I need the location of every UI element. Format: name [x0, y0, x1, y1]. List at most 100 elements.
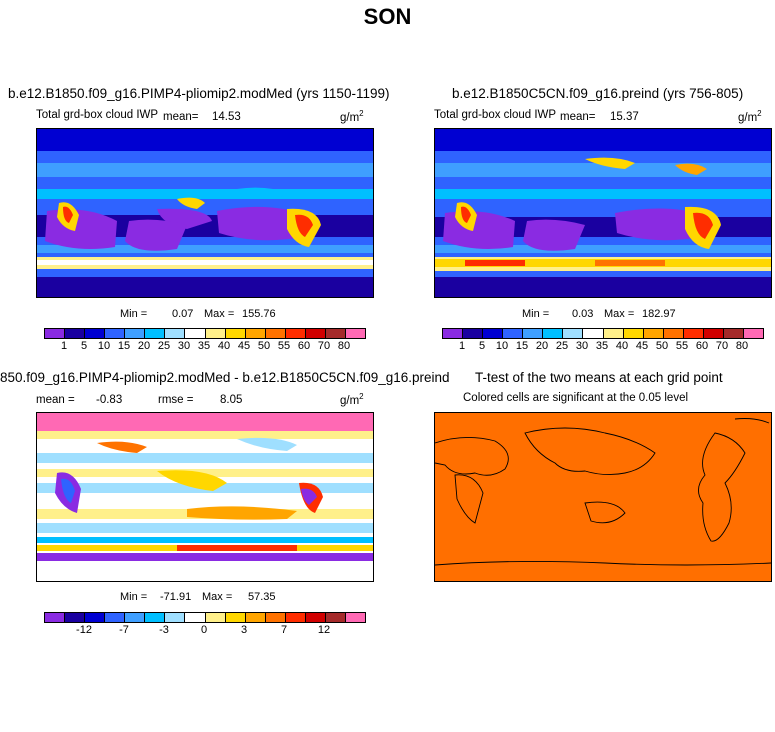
colorbar-tick-label: -7 [119, 624, 129, 636]
colorbar-swatch [623, 329, 644, 338]
panel2-colorbar [442, 328, 764, 339]
panel2-max-label: Max = [604, 308, 635, 320]
panel1-max-value: 155.76 [242, 308, 276, 320]
panel3-title: 850.f09_g16.PIMP4-pliomip2.modMed - b.e1… [0, 370, 460, 385]
colorbar-tick-label: 40 [217, 340, 231, 352]
colorbar-tick-label: 60 [297, 340, 311, 352]
panel3-colorbar [44, 612, 366, 623]
colorbar-tick-label: -3 [159, 624, 169, 636]
colorbar-tick-label: 15 [117, 340, 131, 352]
colorbar-tick-label: 30 [177, 340, 191, 352]
colorbar-swatch [185, 329, 206, 338]
panel4-map [434, 412, 772, 582]
colorbar-swatch [345, 613, 365, 622]
panel3-field-svg [37, 413, 373, 581]
colorbar-swatch [563, 329, 584, 338]
panel1-map [36, 128, 374, 298]
colorbar-tick-label: 25 [157, 340, 171, 352]
colorbar-swatch [583, 329, 604, 338]
colorbar-tick-label: 35 [595, 340, 609, 352]
panel4-subtitle: Colored cells are significant at the 0.0… [463, 392, 689, 404]
panel3-mean-value: -0.83 [96, 394, 123, 406]
colorbar-tick-label: 15 [515, 340, 529, 352]
panel1-units: g/m2 [340, 109, 364, 124]
panel2-mean-label: mean= [560, 111, 596, 123]
panel2-variable: Total grd-box cloud IWP [434, 109, 557, 121]
colorbar-swatch [45, 613, 66, 622]
colorbar-swatch [663, 329, 684, 338]
panel1-field-svg [37, 129, 373, 297]
colorbar-swatch [305, 613, 326, 622]
colorbar-tick-label: 80 [735, 340, 749, 352]
colorbar-swatch [265, 329, 286, 338]
panel1-colorbar [44, 328, 366, 339]
panel2-max-value: 182.97 [642, 308, 676, 320]
panel2-colorbar-ticks: 1 5 10 15 20 25 30 35 40 45 50 55 60 70 80 [442, 340, 762, 354]
colorbar-tick-label: 55 [277, 340, 291, 352]
colorbar-tick-label: 0 [200, 624, 208, 636]
colorbar-tick-label: 1 [60, 340, 68, 352]
colorbar-tick-label: 50 [655, 340, 669, 352]
colorbar-tick-label: 70 [317, 340, 331, 352]
colorbar-tick-label: 35 [197, 340, 211, 352]
panel4-ttest-svg [435, 413, 771, 581]
panel2-units-base: g/m [738, 111, 758, 124]
panel1-mean-value: 14.53 [212, 111, 241, 123]
colorbar-swatch [743, 329, 763, 338]
panel3-units: g/m2 [340, 392, 364, 407]
panel1-colorbar-ticks: 1 5 10 15 20 25 30 35 40 45 50 55 60 70 80 [44, 340, 364, 354]
colorbar-swatch [245, 613, 266, 622]
panel3-min-label: Min = [120, 591, 148, 603]
colorbar-swatch [65, 329, 86, 338]
colorbar-swatch [325, 329, 346, 338]
panel3-max-label: Max = [202, 591, 233, 603]
colorbar-tick-label: 1 [458, 340, 466, 352]
panel1-min-label: Min = [120, 308, 148, 320]
colorbar-swatch [265, 613, 286, 622]
colorbar-swatch [205, 329, 226, 338]
colorbar-tick-label: 30 [575, 340, 589, 352]
colorbar-tick-label: 55 [675, 340, 689, 352]
colorbar-swatch [65, 613, 86, 622]
panel3-rmse-value: 8.05 [220, 394, 243, 406]
panel3-units-base: g/m [340, 394, 360, 407]
colorbar-tick-label: 20 [137, 340, 151, 352]
colorbar-swatch [285, 329, 306, 338]
colorbar-swatch [643, 329, 664, 338]
colorbar-tick-label: 10 [495, 340, 509, 352]
colorbar-swatch [205, 613, 226, 622]
colorbar-tick-label: 45 [635, 340, 649, 352]
colorbar-swatch [105, 613, 126, 622]
colorbar-swatch [523, 329, 544, 338]
colorbar-tick-label: 70 [715, 340, 729, 352]
panel2-field-svg [435, 129, 771, 297]
colorbar-swatch [185, 613, 206, 622]
panel1-min-value: 0.07 [172, 308, 194, 320]
panel2-units: g/m2 [738, 109, 762, 124]
colorbar-tick-label: 60 [695, 340, 709, 352]
colorbar-tick-label: 7 [280, 624, 288, 636]
panel3-colorbar-ticks: -12 -7 -3 0 3 7 12 [44, 624, 364, 638]
page-title: SON [363, 4, 412, 29]
panel2-units-exp: 2 [757, 109, 762, 118]
colorbar-swatch [165, 329, 186, 338]
colorbar-swatch [125, 329, 146, 338]
colorbar-tick-label: 50 [257, 340, 271, 352]
colorbar-swatch [723, 329, 744, 338]
colorbar-swatch [603, 329, 624, 338]
colorbar-swatch [345, 329, 365, 338]
colorbar-swatch [285, 613, 306, 622]
panel1-units-exp: 2 [359, 109, 364, 118]
colorbar-tick-label: 45 [237, 340, 251, 352]
panel2-min-label: Min = [522, 308, 550, 320]
colorbar-tick-label: 10 [97, 340, 111, 352]
colorbar-tick-label: 25 [555, 340, 569, 352]
panel3-max-value: 57.35 [248, 591, 276, 603]
panel2-map [434, 128, 772, 298]
panel4-title: T-test of the two means at each grid poi… [475, 370, 723, 385]
panel2-mean-value: 15.37 [610, 111, 639, 123]
colorbar-swatch [543, 329, 564, 338]
colorbar-swatch [325, 613, 346, 622]
colorbar-swatch [683, 329, 704, 338]
panel1-variable: Total grd-box cloud IWP [36, 109, 159, 121]
